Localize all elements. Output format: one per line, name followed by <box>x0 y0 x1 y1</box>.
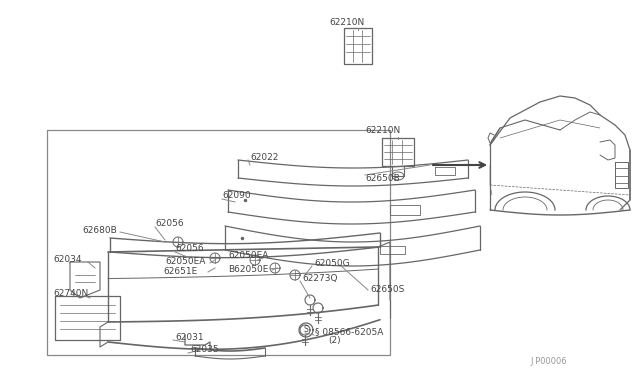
Text: J P00006: J P00006 <box>530 357 566 366</box>
Text: 62031: 62031 <box>175 333 204 341</box>
Text: 62680B: 62680B <box>82 225 116 234</box>
Text: B62050E: B62050E <box>228 266 268 275</box>
Text: 62034: 62034 <box>53 256 81 264</box>
Text: 62035: 62035 <box>190 346 219 355</box>
Text: 62090: 62090 <box>222 190 251 199</box>
Text: 62210N: 62210N <box>329 17 364 26</box>
Text: 62651E: 62651E <box>163 267 197 276</box>
Text: 62056: 62056 <box>175 244 204 253</box>
Text: 62650S: 62650S <box>370 285 404 295</box>
Text: 62210N: 62210N <box>365 125 400 135</box>
Text: 62050EA: 62050EA <box>228 251 268 260</box>
Text: 62273Q: 62273Q <box>302 273 337 282</box>
Text: 62050G: 62050G <box>314 259 349 267</box>
Text: § 08566-6205A: § 08566-6205A <box>315 327 383 337</box>
Text: 62022: 62022 <box>250 153 278 161</box>
Text: (2): (2) <box>328 336 340 344</box>
Text: 62740N: 62740N <box>53 289 88 298</box>
Text: 62050EA: 62050EA <box>165 257 205 266</box>
Text: S: S <box>303 326 308 334</box>
Text: 62650B: 62650B <box>365 173 400 183</box>
Text: 62056: 62056 <box>155 218 184 228</box>
